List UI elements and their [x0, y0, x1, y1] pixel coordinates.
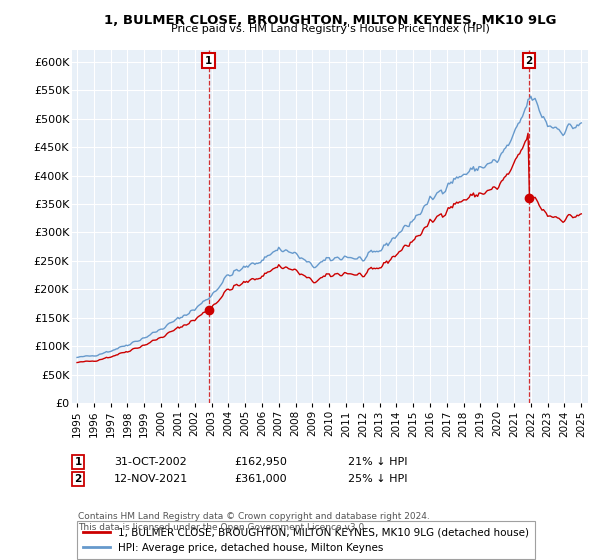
Text: £361,000: £361,000	[234, 474, 287, 484]
Legend: 1, BULMER CLOSE, BROUGHTON, MILTON KEYNES, MK10 9LG (detached house), HPI: Avera: 1, BULMER CLOSE, BROUGHTON, MILTON KEYNE…	[77, 521, 535, 559]
Text: 31-OCT-2002: 31-OCT-2002	[114, 457, 187, 467]
Text: Price paid vs. HM Land Registry's House Price Index (HPI): Price paid vs. HM Land Registry's House …	[170, 24, 490, 34]
Text: Contains HM Land Registry data © Crown copyright and database right 2024.
This d: Contains HM Land Registry data © Crown c…	[78, 512, 430, 532]
Text: 1, BULMER CLOSE, BROUGHTON, MILTON KEYNES, MK10 9LG: 1, BULMER CLOSE, BROUGHTON, MILTON KEYNE…	[104, 14, 556, 27]
Text: 2: 2	[74, 474, 82, 484]
Text: 1: 1	[205, 55, 212, 66]
Text: 25% ↓ HPI: 25% ↓ HPI	[348, 474, 407, 484]
Text: 2: 2	[525, 55, 532, 66]
Text: 21% ↓ HPI: 21% ↓ HPI	[348, 457, 407, 467]
Text: 1: 1	[74, 457, 82, 467]
Text: £162,950: £162,950	[234, 457, 287, 467]
Text: 12-NOV-2021: 12-NOV-2021	[114, 474, 188, 484]
